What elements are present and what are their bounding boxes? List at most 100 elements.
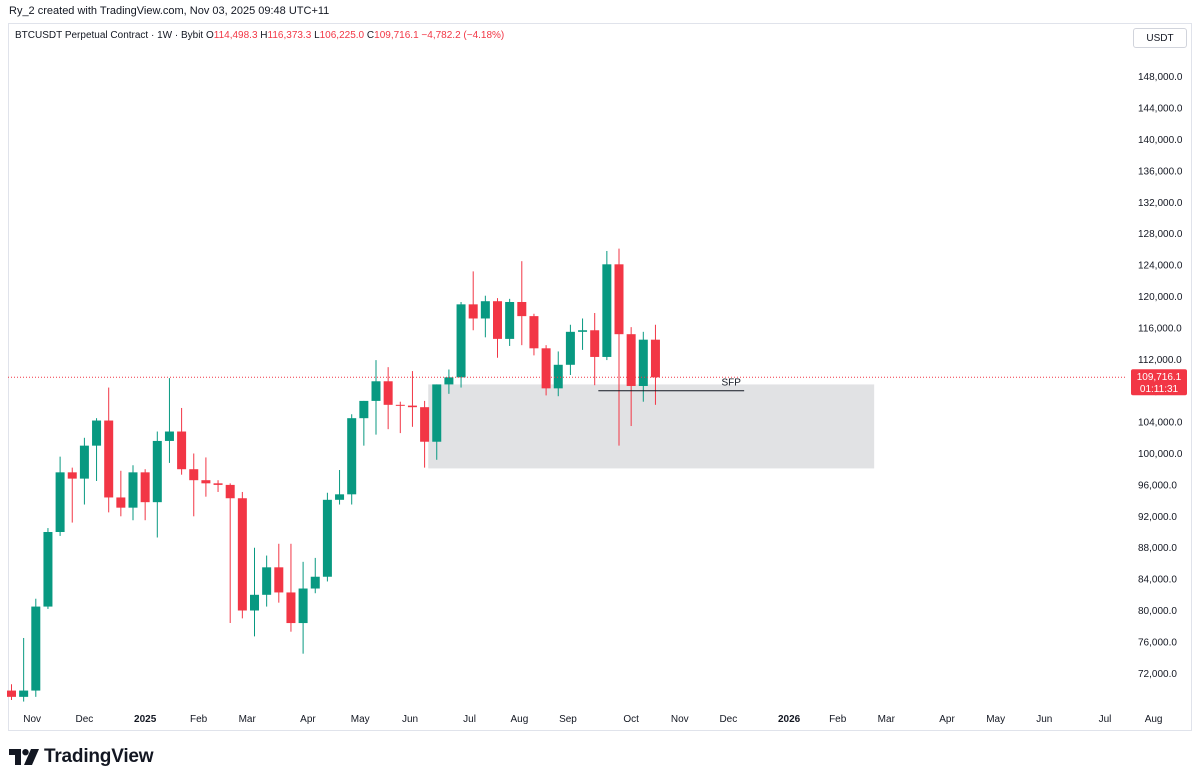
- candle[interactable]: [638, 331, 648, 402]
- candle[interactable]: [359, 400, 369, 446]
- candle[interactable]: [444, 369, 454, 394]
- price-tick-label: 76,000.0: [1138, 637, 1177, 648]
- time-tick-label: Feb: [829, 714, 847, 725]
- open-label: O: [205, 30, 214, 41]
- candle-body: [650, 339, 660, 378]
- candle[interactable]: [116, 470, 126, 517]
- candle[interactable]: [152, 431, 162, 538]
- candle-body: [407, 405, 417, 408]
- candle[interactable]: [578, 318, 588, 350]
- candle[interactable]: [553, 351, 563, 397]
- candle[interactable]: [286, 543, 296, 632]
- time-tick-label: Jun: [1036, 714, 1052, 725]
- candle[interactable]: [7, 684, 16, 700]
- price-tick-label: 124,000.0: [1138, 261, 1183, 272]
- candle[interactable]: [565, 324, 575, 375]
- change-value: −4,782.2 (−4.18%): [421, 30, 505, 41]
- price-tick-label: 116,000.0: [1138, 323, 1182, 334]
- time-tick-label: Sep: [559, 714, 577, 725]
- candle[interactable]: [626, 327, 636, 427]
- candle[interactable]: [19, 637, 29, 702]
- candle[interactable]: [505, 298, 515, 346]
- low-value: 106,225.0: [319, 30, 365, 41]
- time-tick-label: Aug: [510, 714, 528, 725]
- price-countdown: 01:11:31: [1140, 384, 1179, 395]
- candle-body: [225, 484, 235, 499]
- candle-body: [31, 606, 41, 691]
- time-tick-label: Dec: [76, 714, 94, 725]
- candle[interactable]: [456, 301, 466, 388]
- candle[interactable]: [310, 557, 320, 594]
- candle[interactable]: [213, 480, 223, 492]
- support-zone[interactable]: [428, 384, 875, 469]
- candle[interactable]: [298, 561, 308, 654]
- candle[interactable]: [602, 250, 612, 361]
- candle[interactable]: [262, 555, 272, 607]
- candle-body: [67, 472, 77, 479]
- candle[interactable]: [225, 483, 235, 624]
- current-price-tag-bg: [1131, 369, 1187, 396]
- candle-body: [55, 472, 65, 532]
- candle-body: [298, 588, 308, 624]
- candle[interactable]: [650, 324, 660, 405]
- time-tick-label: Mar: [878, 714, 896, 725]
- candle[interactable]: [541, 345, 551, 396]
- candle[interactable]: [274, 543, 284, 603]
- candle[interactable]: [164, 378, 174, 463]
- candle-body: [335, 494, 345, 500]
- candle[interactable]: [201, 457, 211, 497]
- candle[interactable]: [128, 465, 138, 521]
- candle[interactable]: [67, 467, 77, 523]
- candle[interactable]: [177, 407, 187, 475]
- candle[interactable]: [335, 469, 345, 505]
- candle[interactable]: [480, 295, 490, 338]
- high-value: 116,373.3: [267, 30, 312, 41]
- candle[interactable]: [31, 598, 41, 697]
- candle-body: [480, 301, 490, 319]
- candle[interactable]: [92, 418, 102, 481]
- candle[interactable]: [493, 298, 502, 358]
- currency-button[interactable]: USDT: [1133, 28, 1187, 48]
- candle[interactable]: [189, 453, 199, 517]
- candle[interactable]: [322, 492, 332, 582]
- candle[interactable]: [371, 360, 381, 435]
- candle-body: [310, 576, 320, 589]
- candle[interactable]: [383, 367, 393, 430]
- candle[interactable]: [104, 387, 114, 513]
- price-tick-label: 136,000.0: [1138, 166, 1183, 177]
- time-tick-label: May: [351, 714, 370, 725]
- price-tick-label: 148,000.0: [1138, 72, 1183, 83]
- candle[interactable]: [79, 437, 89, 505]
- candle[interactable]: [432, 384, 442, 460]
- candle-body: [614, 264, 624, 335]
- candle[interactable]: [395, 401, 405, 434]
- price-tick-label: 144,000.0: [1138, 104, 1183, 115]
- candle[interactable]: [55, 456, 65, 536]
- candle[interactable]: [237, 491, 247, 619]
- price-axis[interactable]: 72,000.0 76,000.0 80,000.0 84,000.0 88,000.0…: [1131, 72, 1187, 680]
- candle-body: [432, 384, 442, 442]
- candle[interactable]: [347, 414, 357, 505]
- time-axis[interactable]: Nov Dec 2025 Feb Mar Apr May Jun Jul Aug Sep Oct Nov…: [23, 714, 1162, 725]
- candle[interactable]: [517, 261, 527, 346]
- price-tick-label: 100,000.0: [1138, 449, 1183, 460]
- candle-body: [553, 364, 563, 389]
- candle-body: [420, 407, 430, 442]
- current-price-tag[interactable]: 109,716.101:11:31: [1131, 369, 1187, 396]
- candle-body: [19, 690, 29, 697]
- time-tick-label: Jun: [402, 714, 418, 725]
- candle[interactable]: [468, 271, 478, 331]
- candle[interactable]: [529, 313, 539, 356]
- candle[interactable]: [420, 400, 430, 468]
- candle[interactable]: [590, 312, 600, 386]
- candle[interactable]: [43, 528, 53, 609]
- candle-body: [201, 480, 211, 484]
- candle[interactable]: [614, 248, 624, 446]
- candle-body: [140, 472, 150, 503]
- price-tick-label: 132,000.0: [1138, 198, 1183, 209]
- candle[interactable]: [250, 547, 259, 637]
- candle[interactable]: [407, 371, 417, 427]
- candle[interactable]: [140, 469, 150, 521]
- candle-body: [602, 264, 612, 357]
